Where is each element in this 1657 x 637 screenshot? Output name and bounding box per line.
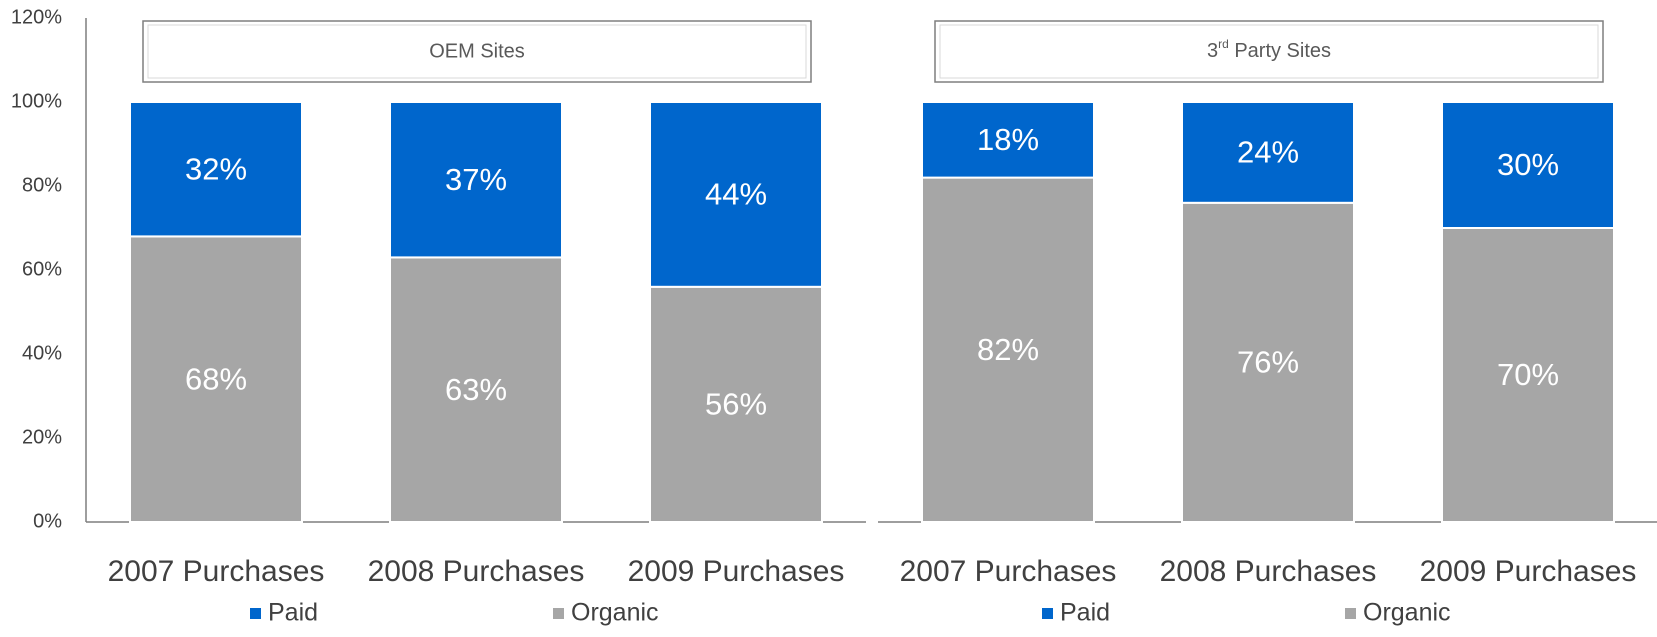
legend-swatch-paid	[250, 608, 261, 619]
legends: Paid Organic Paid Organic	[250, 599, 1451, 627]
category-labels: 2007 Purchases 2008 Purchases 2009 Purchas…	[108, 555, 1637, 588]
data-label-organic: 82%	[977, 332, 1039, 367]
bar-paid	[921, 101, 1095, 179]
panel-title-third-party: 3rd Party Sites	[1207, 37, 1331, 62]
legend-swatch-organic	[1345, 608, 1356, 619]
bars: 68% 32% 63% 37% 56% 44% 82% 18% 76% 24% 70% 30%	[129, 101, 1615, 524]
category-label: 2008 Purchases	[368, 555, 585, 588]
data-label-organic: 56%	[705, 387, 767, 422]
panel-title-box-oem: OEM Sites	[142, 20, 812, 83]
y-tick-label: 20%	[22, 426, 62, 448]
legend-label-paid: Paid	[1060, 599, 1110, 627]
bar-organic	[389, 256, 563, 523]
axes	[85, 18, 1657, 523]
data-label-organic: 63%	[445, 372, 507, 407]
data-label-paid: 32%	[185, 151, 247, 186]
legend-label-paid: Paid	[268, 599, 318, 627]
legend-label-organic: Organic	[571, 599, 659, 627]
y-tick-label: 120%	[11, 6, 62, 28]
category-label: 2009 Purchases	[628, 555, 845, 588]
category-label: 2009 Purchases	[1420, 555, 1637, 588]
data-label-paid: 24%	[1237, 135, 1299, 170]
y-tick-label: 0%	[33, 510, 62, 532]
data-label-organic: 70%	[1497, 357, 1559, 392]
data-label-paid: 30%	[1497, 147, 1559, 182]
y-tick-label: 60%	[22, 258, 62, 280]
legend-label-organic: Organic	[1363, 599, 1451, 627]
panel-title-box-third-party: 3rd Party Sites	[934, 20, 1604, 83]
category-label: 2007 Purchases	[900, 555, 1117, 588]
data-label-paid: 18%	[977, 122, 1039, 157]
y-tick-label: 80%	[22, 174, 62, 196]
bar-organic	[1441, 227, 1615, 523]
bar-organic	[1181, 201, 1355, 524]
bar-organic	[921, 176, 1095, 523]
bar-organic	[129, 235, 303, 523]
y-axis-ticks: 0% 20% 40% 60% 80% 100% 120%	[11, 6, 62, 532]
panel-title-oem: OEM Sites	[429, 40, 525, 62]
bar-paid	[1181, 101, 1355, 204]
bar-paid	[1441, 101, 1615, 229]
data-label-organic: 76%	[1237, 345, 1299, 380]
bar-paid	[129, 101, 303, 238]
category-label: 2008 Purchases	[1160, 555, 1377, 588]
category-label: 2007 Purchases	[108, 555, 325, 588]
bar-paid	[649, 101, 823, 288]
y-tick-label: 100%	[11, 90, 62, 112]
data-label-paid: 44%	[705, 177, 767, 212]
data-label-paid: 37%	[445, 162, 507, 197]
bar-paid	[389, 101, 563, 259]
y-tick-label: 40%	[22, 342, 62, 364]
data-label-organic: 68%	[185, 361, 247, 396]
legend-swatch-organic	[553, 608, 564, 619]
legend-swatch-paid	[1042, 608, 1053, 619]
